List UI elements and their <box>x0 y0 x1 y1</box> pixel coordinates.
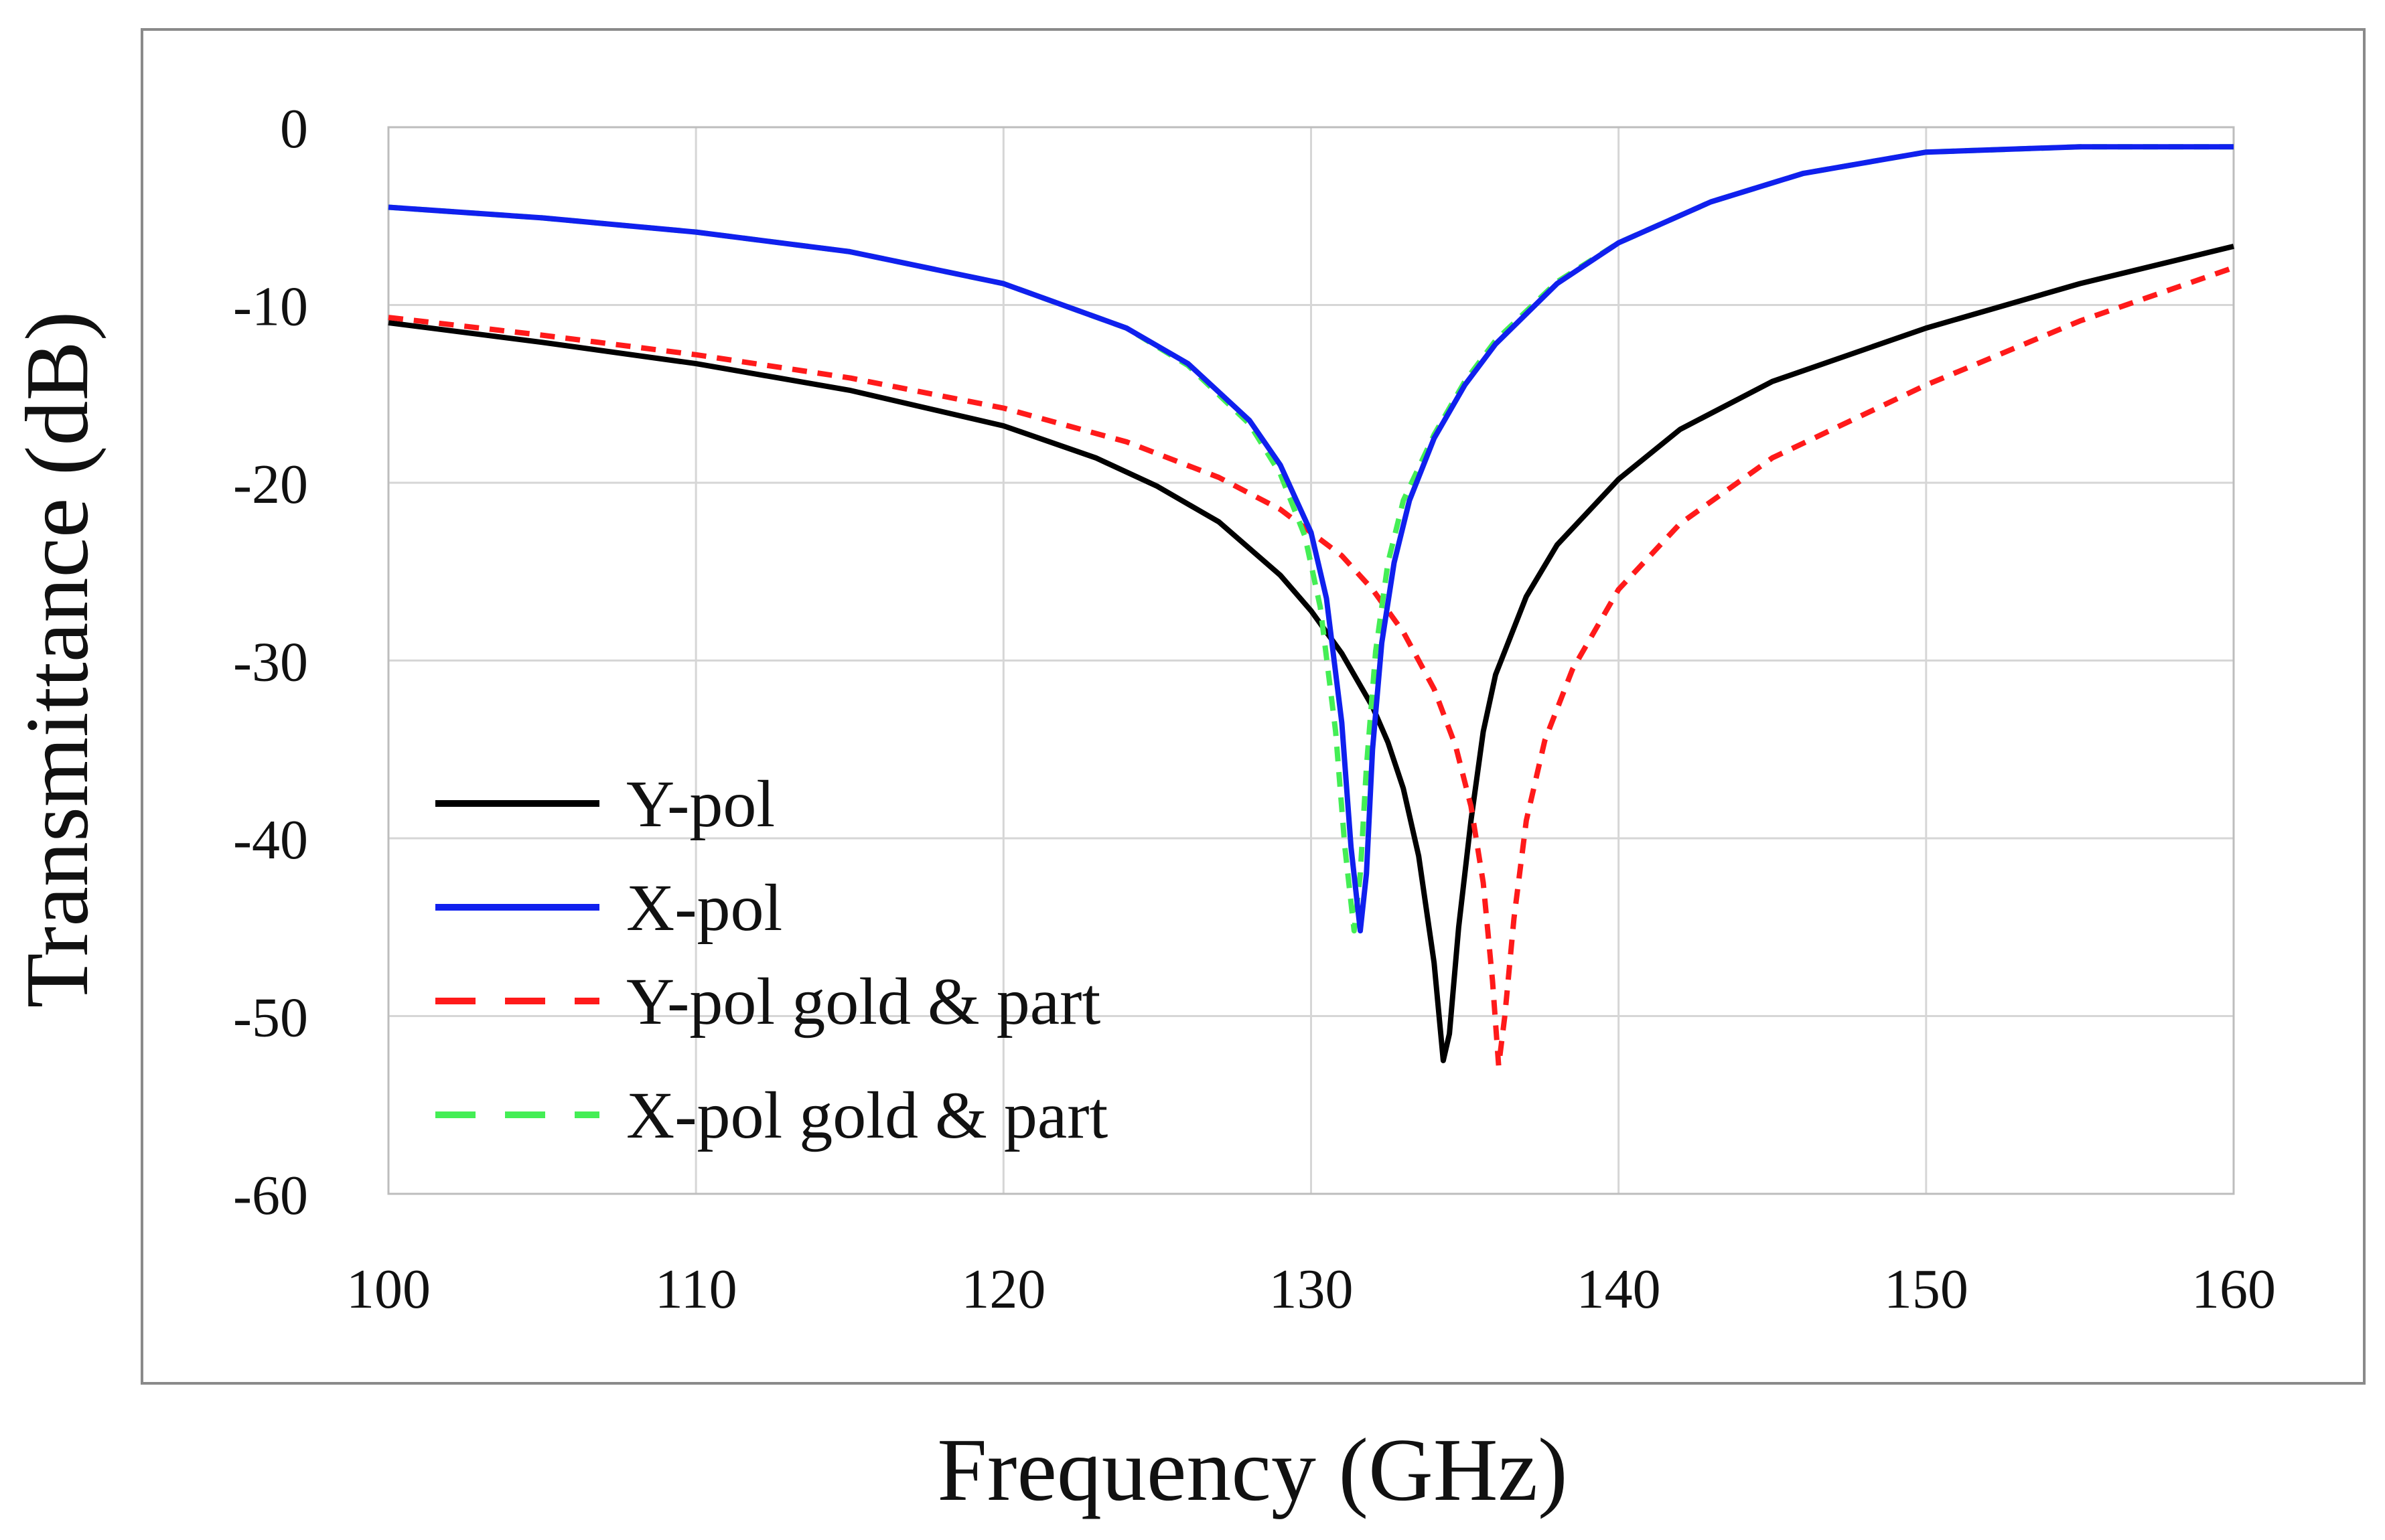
x-tick-label: 130 <box>1269 1258 1354 1320</box>
y-tick-label: -60 <box>233 1164 308 1227</box>
y-tick-label: -40 <box>233 809 308 871</box>
x-tick-label: 100 <box>346 1258 431 1320</box>
y-tick-label: -10 <box>233 276 308 338</box>
x-tick-label: 110 <box>655 1258 737 1320</box>
legend-label-y-pol-gold-and-part: Y-pol gold & part <box>626 964 1100 1038</box>
series-x-pol-line <box>388 144 2234 934</box>
y-tick-label: -20 <box>233 453 308 516</box>
series-lines <box>388 144 2235 1069</box>
y-tick-label: 0 <box>280 98 308 160</box>
legend-label-x-pol: X-pol <box>626 870 782 945</box>
series-y-pol-line <box>388 244 2234 1063</box>
legend-label-y-pol: Y-pol <box>626 767 775 841</box>
plot-area <box>387 126 2235 1195</box>
x-tick-label: 140 <box>1577 1258 1661 1320</box>
chart-frame <box>141 28 2366 1385</box>
legend: Y-pol X-pol Y-pol gold & part X-pol gold & … <box>435 767 1108 1152</box>
y-tick-label: -50 <box>233 987 308 1049</box>
x-tick-label: 120 <box>961 1258 1045 1320</box>
tick-labels: 100 110 120 130 140 150 160 0 -10 -20 -30 -40 -50 -60 <box>233 98 2276 1320</box>
x-tick-label: 150 <box>1884 1258 1968 1320</box>
y-axis-title: Transmittance (dB) <box>7 311 106 1008</box>
x-tick-label: 160 <box>2191 1258 2276 1320</box>
x-axis-title: Frequency (GHz) <box>937 1420 1567 1519</box>
legend-label-x-pol-gold-and-part: X-pol gold & part <box>626 1078 1108 1152</box>
y-tick-label: -30 <box>233 631 308 694</box>
